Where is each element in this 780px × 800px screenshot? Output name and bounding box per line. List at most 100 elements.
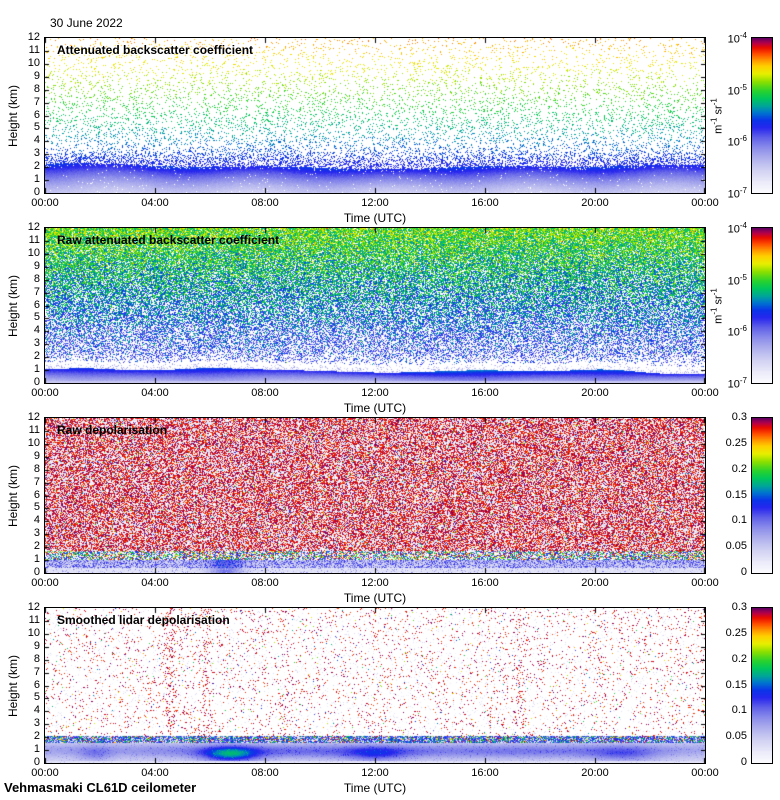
x-tick-label: 16:00 [471, 197, 499, 209]
panel-raw-depolarisation [44, 417, 706, 574]
y-tick-label: 7 [33, 665, 40, 678]
y-tick-label: 7 [33, 285, 40, 298]
colorbar-tick-label: 0.1 [731, 704, 747, 717]
colorbar-tick-label: 10-4 [727, 31, 747, 46]
colorbar-tick-label: 0.15 [725, 678, 747, 691]
x-tick-label: 20:00 [581, 577, 609, 589]
raw-attenuated-backscatter-heatmap-canvas [45, 228, 705, 383]
colorbar-tick-label: 0.3 [731, 411, 747, 423]
y-tick-label: 8 [33, 82, 40, 95]
x-axis-label: Time (UTC) [343, 211, 407, 225]
smoothed-lidar-depolarisation-colorbar [751, 607, 773, 764]
y-tick-label: 2 [33, 540, 40, 553]
y-tick-label: 1 [33, 743, 40, 756]
x-tick-label: 20:00 [581, 387, 609, 399]
y-tick-label: 7 [33, 475, 40, 488]
y-tick-label: 4 [33, 514, 40, 527]
raw-depolarisation-colorbar [751, 417, 773, 574]
y-tick-label: 9 [33, 259, 40, 272]
y-tick-label: 3 [33, 147, 40, 160]
colorbar-tick-label: 0.1 [731, 514, 747, 527]
colorbar-tick-label: 0.2 [731, 652, 747, 665]
panel-raw-attenuated-backscatter [44, 227, 706, 384]
x-tick-label: 16:00 [471, 387, 499, 399]
colorbar-tick-label: 10-7 [727, 376, 747, 391]
colorbar-tick-label: 0.05 [725, 540, 747, 553]
x-tick-label: 08:00 [251, 767, 279, 779]
y-tick-label: 11 [28, 423, 40, 436]
x-tick-label: 12:00 [361, 387, 389, 399]
y-tick-label: 11 [28, 613, 40, 626]
x-tick-label: 00:00 [691, 577, 719, 589]
x-tick-label: 00:00 [31, 767, 59, 779]
y-tick-label: 0 [33, 376, 40, 388]
y-tick-label: 3 [33, 717, 40, 730]
panel-smoothed-lidar-depolarisation [44, 607, 706, 764]
y-tick-label: 9 [33, 639, 40, 652]
y-tick-label: 10 [27, 246, 40, 259]
y-tick-label: 0 [33, 756, 40, 768]
x-tick-label: 12:00 [361, 767, 389, 779]
y-tick-label: 2 [33, 350, 40, 363]
x-tick-label: 12:00 [361, 577, 389, 589]
date-label: 30 June 2022 [50, 16, 123, 30]
x-tick-label: 00:00 [31, 387, 59, 399]
y-tick-label: 10 [27, 56, 40, 69]
y-tick-label: 9 [33, 449, 40, 462]
y-tick-label: 0 [33, 186, 40, 198]
y-tick-label: 6 [33, 488, 40, 501]
y-tick-label: 4 [33, 324, 40, 337]
y-tick-label: 3 [33, 337, 40, 350]
smoothed-lidar-depolarisation-heatmap-canvas [45, 608, 705, 763]
colorbar-tick-label: 10-7 [727, 186, 747, 201]
colorbar-tick-label: 0.05 [725, 730, 747, 743]
x-tick-label: 08:00 [251, 577, 279, 589]
colorbar-tick-label: 0.15 [725, 488, 747, 501]
raw-depolarisation-title: Raw depolarisation [57, 423, 168, 437]
x-tick-label: 16:00 [471, 767, 499, 779]
y-tick-label: 12 [27, 221, 40, 233]
x-tick-label: 20:00 [581, 767, 609, 779]
x-axis-label: Time (UTC) [343, 591, 407, 605]
x-tick-label: 20:00 [581, 197, 609, 209]
colorbar-tick-label: 0.25 [725, 626, 747, 639]
colorbar-tick-label: 0 [740, 566, 747, 578]
colorbar-tick-label: 10-5 [727, 272, 747, 288]
raw-attenuated-backscatter-title: Raw attenuated backscatter coefficient [57, 233, 280, 247]
y-tick-label: 11 [28, 43, 40, 56]
x-tick-label: 08:00 [251, 387, 279, 399]
x-tick-label: 16:00 [471, 577, 499, 589]
x-tick-label: 04:00 [141, 767, 169, 779]
colorbar-gradient-canvas [752, 418, 772, 573]
y-tick-label: 8 [33, 272, 40, 285]
y-tick-label: 1 [33, 173, 40, 186]
raw-attenuated-backscatter-colorbar [751, 227, 773, 384]
x-axis-label: Time (UTC) [343, 401, 407, 415]
y-tick-label: 9 [33, 69, 40, 82]
y-tick-label: 8 [33, 652, 40, 665]
colorbar-unit-label: m-1 sr-1 [709, 287, 725, 324]
x-tick-label: 00:00 [691, 387, 719, 399]
colorbar-tick-label: 10-4 [727, 221, 747, 236]
colorbar-tick-label: 10-6 [727, 324, 747, 339]
y-tick-label: 5 [33, 501, 40, 514]
y-tick-label: 8 [33, 462, 40, 475]
colorbar-tick-label: 0 [740, 756, 747, 768]
y-tick-label: 3 [33, 527, 40, 540]
colorbar-tick-label: 0.2 [731, 462, 747, 475]
y-tick-label: 2 [33, 160, 40, 173]
colorbar-tick-label: 10-5 [727, 82, 747, 98]
y-tick-label: 10 [27, 626, 40, 639]
y-tick-label: 4 [33, 704, 40, 717]
y-tick-label: 12 [27, 601, 40, 613]
y-tick-label: 1 [33, 553, 40, 566]
attenuated-backscatter-heatmap-canvas [45, 38, 705, 193]
colorbar-gradient-canvas [752, 608, 772, 763]
y-tick-label: 0 [33, 566, 40, 578]
raw-depolarisation-heatmap-canvas [45, 418, 705, 573]
panel-attenuated-backscatter [44, 37, 706, 194]
y-tick-label: 11 [28, 233, 40, 246]
attenuated-backscatter-colorbar [751, 37, 773, 194]
x-tick-label: 08:00 [251, 197, 279, 209]
colorbar-tick-label: 0.25 [725, 436, 747, 449]
